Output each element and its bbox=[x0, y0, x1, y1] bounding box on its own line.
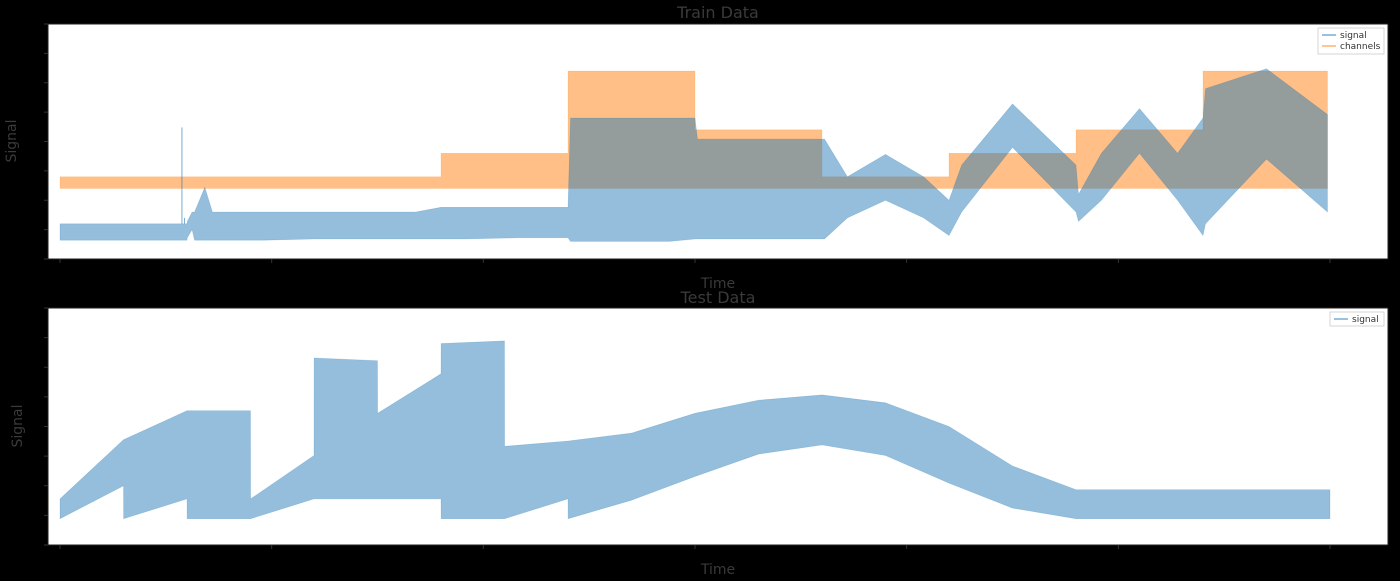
train-signal-series bbox=[59, 68, 1328, 242]
test-legend: signal bbox=[1329, 311, 1385, 327]
test-legend-box bbox=[1329, 311, 1385, 327]
train-legend: signal channels bbox=[1317, 27, 1385, 55]
test-legend-signal-label: signal bbox=[1352, 315, 1379, 325]
train-signal-band bbox=[59, 68, 1328, 242]
test-y-axis-label: Signal bbox=[10, 404, 26, 447]
test-signal-series bbox=[59, 340, 1331, 520]
train-x-axis-label: Time bbox=[700, 276, 735, 292]
train-channels-band bbox=[59, 70, 1328, 189]
train-y-axis-label: Signal bbox=[4, 119, 20, 162]
test-plot-area bbox=[48, 308, 1388, 545]
test-title: Test Data bbox=[680, 288, 756, 307]
train-title: Train Data bbox=[676, 3, 759, 22]
test-chart: Test Data Time Signal signal bbox=[10, 288, 1389, 578]
test-signal-band bbox=[59, 340, 1331, 520]
train-legend-signal-label: signal bbox=[1340, 31, 1367, 41]
train-channels-series bbox=[59, 70, 1328, 189]
train-legend-channels-label: channels bbox=[1340, 42, 1381, 52]
train-chart: Train Data Time Signal signal channels bbox=[4, 3, 1389, 292]
train-legend-box bbox=[1317, 27, 1385, 55]
test-x-axis-label: Time bbox=[700, 562, 735, 578]
